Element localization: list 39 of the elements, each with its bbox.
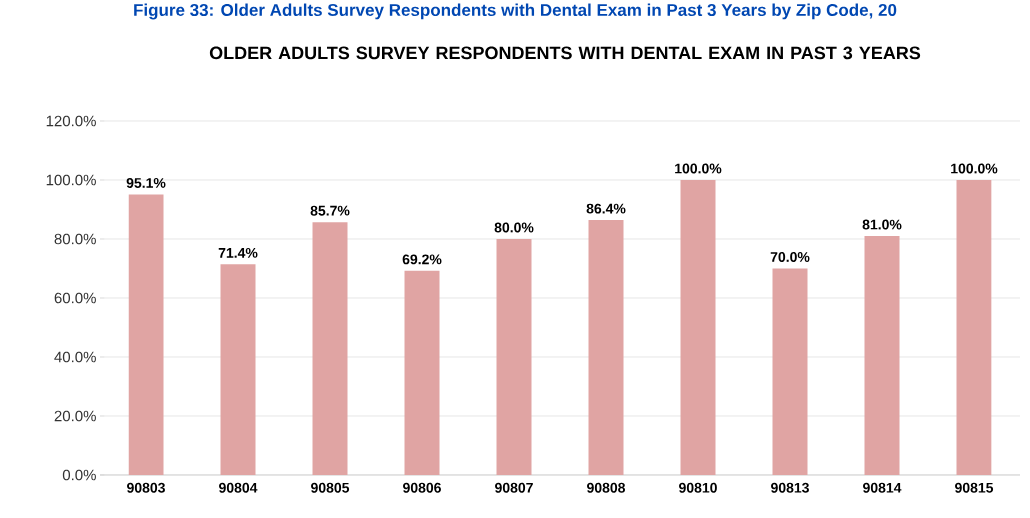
y-tick-label: 120.0% (46, 115, 96, 127)
x-tick-label: 90814 (863, 482, 902, 493)
x-tick-label: 90808 (587, 482, 626, 493)
data-label: 80.0% (494, 222, 534, 233)
bar (128, 194, 164, 475)
bar (404, 270, 440, 475)
data-label: 81.0% (862, 219, 902, 230)
data-label: 100.0% (951, 163, 998, 174)
x-tick-label: 90810 (679, 482, 717, 493)
bar (496, 238, 532, 475)
y-tick-label: 40.0% (54, 351, 96, 363)
data-label: 95.1% (126, 177, 166, 188)
data-label: 100.0% (675, 163, 722, 174)
y-tick-label: 80.0% (54, 233, 96, 245)
y-tick-label: 100.0% (46, 174, 96, 186)
x-tick-label: 90806 (403, 482, 441, 493)
data-label: 69.2% (402, 254, 442, 265)
bar (312, 222, 348, 475)
y-tick-label: 0.0% (62, 469, 96, 481)
chart-title: OLDER ADULTS SURVEY RESPONDENTS WITH DENTAL EXAM IN PAST 3 YEARS (209, 46, 921, 60)
bar (956, 179, 992, 475)
bar (220, 264, 256, 475)
x-tick-label: 90803 (127, 482, 165, 493)
x-tick-label: 90805 (311, 482, 350, 493)
x-tick-label: 90813 (771, 482, 809, 493)
data-label: 71.4% (218, 247, 258, 258)
x-tick-label: 90807 (495, 482, 533, 493)
x-tick-label: 90804 (219, 482, 258, 493)
data-label: 86.4% (586, 203, 626, 214)
bar (680, 179, 716, 475)
bar (588, 220, 624, 475)
bar (772, 268, 808, 475)
x-tick-label: 90815 (955, 482, 994, 493)
data-label: 70.0% (770, 252, 810, 262)
data-label: 85.7% (310, 205, 350, 216)
bar (864, 236, 900, 475)
y-tick-label: 60.0% (54, 292, 96, 304)
caption: Figure 33: Older Adults Survey Respondents with Dental Exam in Past 3 Years by Zip Code, 20 (134, 3, 897, 20)
y-tick-label: 20.0% (54, 410, 96, 422)
